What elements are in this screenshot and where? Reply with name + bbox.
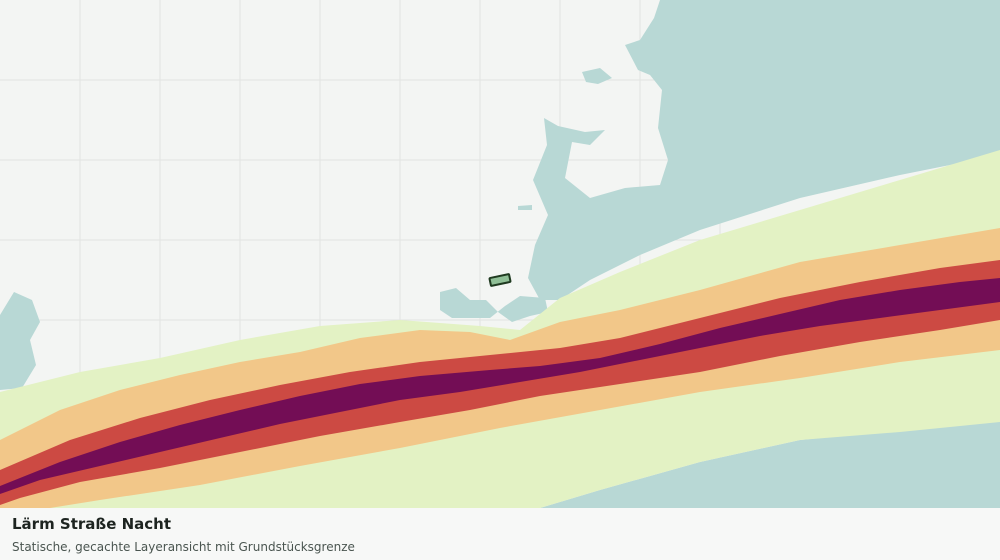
water-body-north <box>528 0 1000 300</box>
water-shore-pools <box>440 288 548 322</box>
water-inlet-northwest <box>582 68 612 84</box>
water-pond <box>518 205 532 210</box>
parcel-boundary[interactable] <box>488 273 512 287</box>
water-lower-right <box>540 420 1000 508</box>
layer-caption: Lärm Straße Nacht Statische, gecachte La… <box>0 508 1000 560</box>
noise-band-4 <box>0 278 1000 494</box>
layer-title: Lärm Straße Nacht <box>12 515 172 533</box>
layer-subtitle: Statische, gecachte Layeransicht mit Gru… <box>12 540 355 554</box>
water-west <box>0 292 40 390</box>
noise-map[interactable] <box>0 0 1000 508</box>
map-canvas[interactable] <box>0 0 1000 508</box>
